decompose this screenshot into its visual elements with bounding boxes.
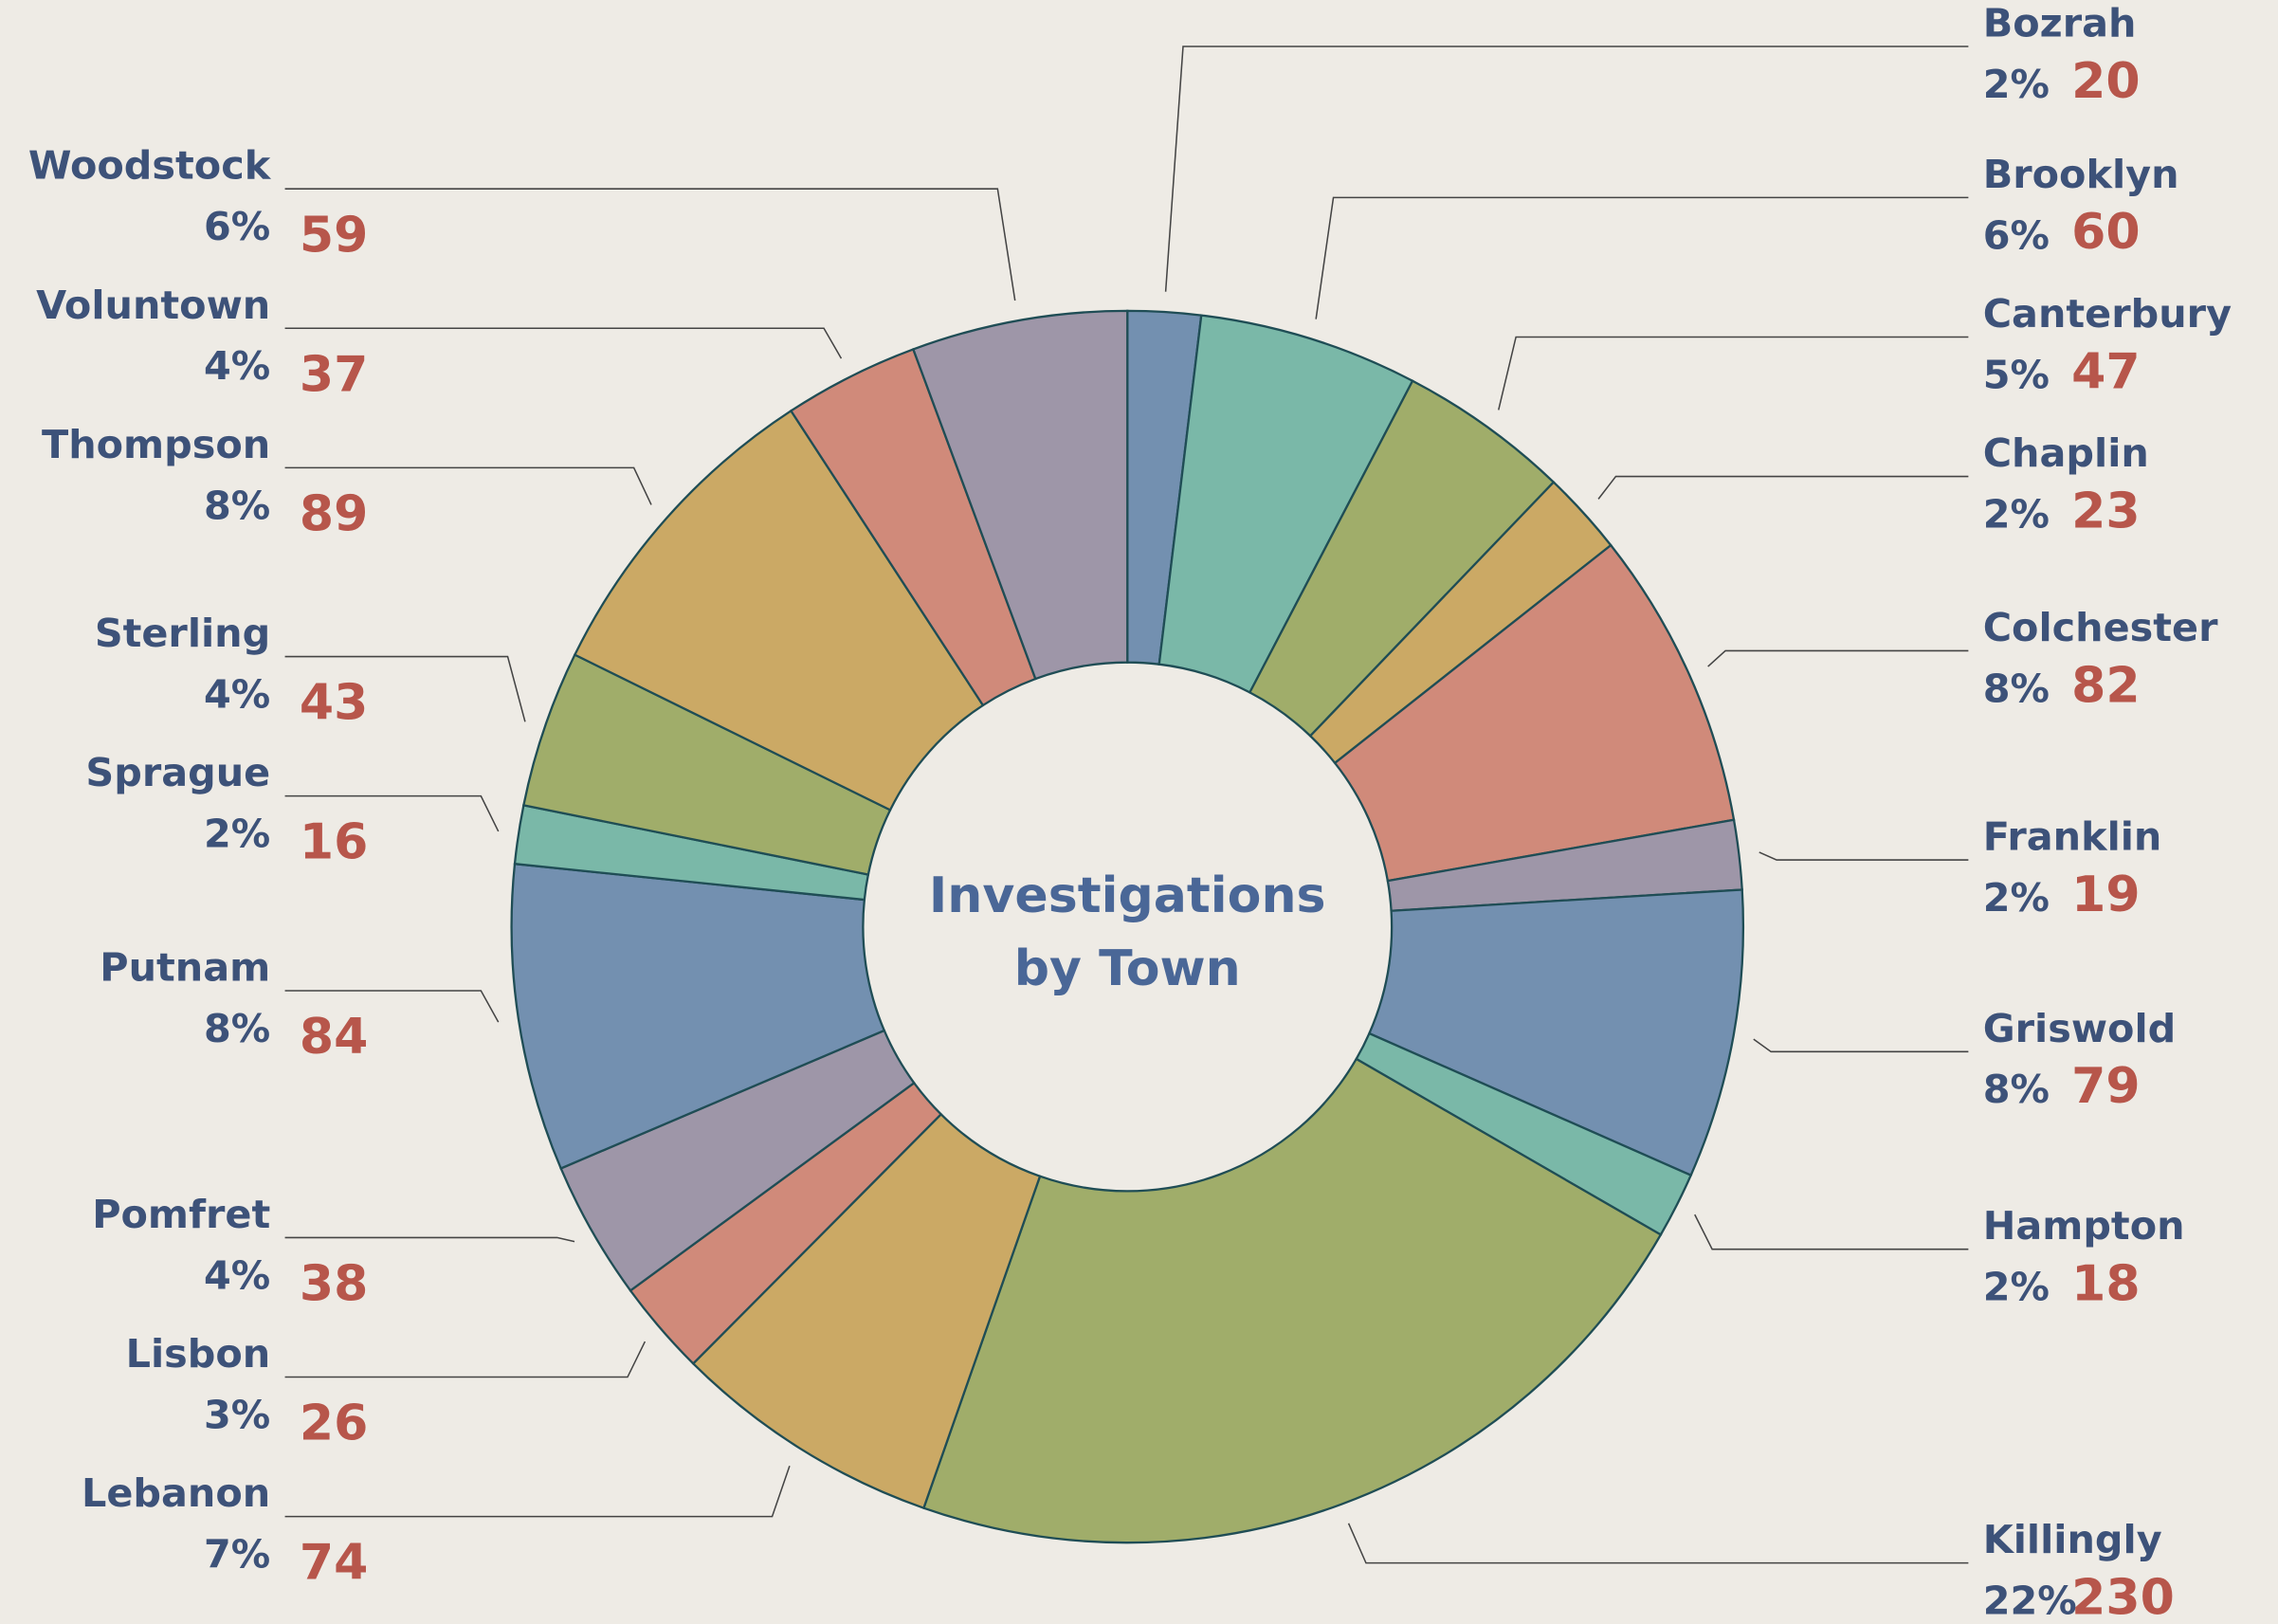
percent-label: 2% [1983, 1265, 2050, 1310]
percent-label: 2% [204, 812, 270, 857]
value-label: 79 [2071, 1058, 2140, 1115]
value-label: 82 [2071, 657, 2140, 714]
percent-label: 2% [1983, 491, 2050, 537]
value-label: 16 [300, 814, 368, 871]
leader-line [284, 655, 526, 722]
category-label: Sprague [85, 750, 270, 795]
category-label: Griswold [1983, 1006, 2177, 1051]
chart-title: Investigations by Town [928, 867, 1326, 998]
percent-label: 4% [204, 343, 270, 389]
slice [573, 409, 985, 812]
leader-line [1498, 336, 1969, 411]
category-label: Colchester [1983, 605, 2218, 650]
value-label: 84 [300, 1009, 368, 1066]
leader-line [1315, 196, 1969, 319]
leader-line [284, 1465, 791, 1518]
value-label: 38 [300, 1256, 368, 1313]
percent-label: 6% [1983, 212, 2050, 258]
category-label: Killingly [1983, 1517, 2162, 1562]
leader-line [1164, 46, 1969, 292]
value-label: 19 [2071, 867, 2140, 923]
category-label: Lebanon [82, 1470, 270, 1516]
value-label: 37 [300, 346, 368, 403]
leader-line [1597, 475, 1969, 500]
category-label: Voluntown [36, 283, 270, 328]
slice [1333, 543, 1736, 883]
percent-label: 2% [1983, 875, 2050, 921]
percent-label: 3% [204, 1392, 270, 1437]
percent-label: 8% [204, 483, 270, 528]
value-label: 26 [300, 1396, 368, 1452]
category-label: Brooklyn [1983, 152, 2179, 197]
percent-label: 22% [1983, 1578, 2077, 1624]
value-label: 43 [300, 675, 368, 732]
value-label: 59 [300, 207, 368, 264]
leader-line [1694, 1213, 1969, 1250]
leader-line [284, 327, 843, 359]
percent-label: 4% [204, 1252, 270, 1298]
category-label: Lisbon [126, 1331, 271, 1377]
value-label: 23 [2071, 483, 2140, 539]
category-label: Putnam [100, 945, 270, 991]
category-label: Pomfret [92, 1192, 270, 1237]
percent-label: 8% [204, 1006, 270, 1051]
value-label: 18 [2071, 1256, 2140, 1313]
category-label: Franklin [1983, 814, 2162, 860]
leader-line [284, 1236, 575, 1243]
value-label: 89 [300, 485, 368, 542]
leader-line [1753, 1038, 1969, 1053]
leader-line [284, 466, 652, 505]
slice [691, 1112, 1042, 1510]
slice [1367, 888, 1745, 1177]
percent-label: 4% [204, 671, 270, 717]
leader-line [284, 990, 500, 1023]
slice [921, 1057, 1663, 1544]
leader-line [284, 188, 1016, 301]
category-label: Canterbury [1983, 291, 2232, 337]
leader-line [284, 1341, 647, 1378]
leader-line [284, 794, 500, 832]
category-label: Bozrah [1983, 1, 2137, 46]
category-label: Chaplin [1983, 430, 2149, 476]
title-box: Investigations by Town [928, 867, 1326, 998]
value-label: 20 [2071, 53, 2140, 110]
value-label: 74 [300, 1535, 368, 1592]
percent-label: 6% [204, 204, 270, 249]
category-label: Thompson [42, 422, 270, 467]
percent-label: 8% [1983, 1067, 2050, 1112]
leader-line [1707, 649, 1969, 667]
percent-label: 7% [204, 1532, 270, 1578]
slice [911, 309, 1129, 681]
percent-label: 5% [1983, 352, 2050, 397]
category-label: Woodstock [28, 143, 272, 189]
value-label: 230 [2071, 1569, 2175, 1624]
slice [510, 862, 886, 1170]
category-label: Hampton [1983, 1203, 2185, 1249]
value-label: 47 [2071, 343, 2140, 400]
percent-label: 2% [1983, 62, 2050, 107]
category-label: Sterling [95, 611, 270, 656]
percent-label: 8% [1983, 666, 2050, 711]
value-label: 60 [2071, 204, 2140, 261]
leader-line [1347, 1523, 1969, 1564]
leader-line [1759, 851, 1969, 861]
